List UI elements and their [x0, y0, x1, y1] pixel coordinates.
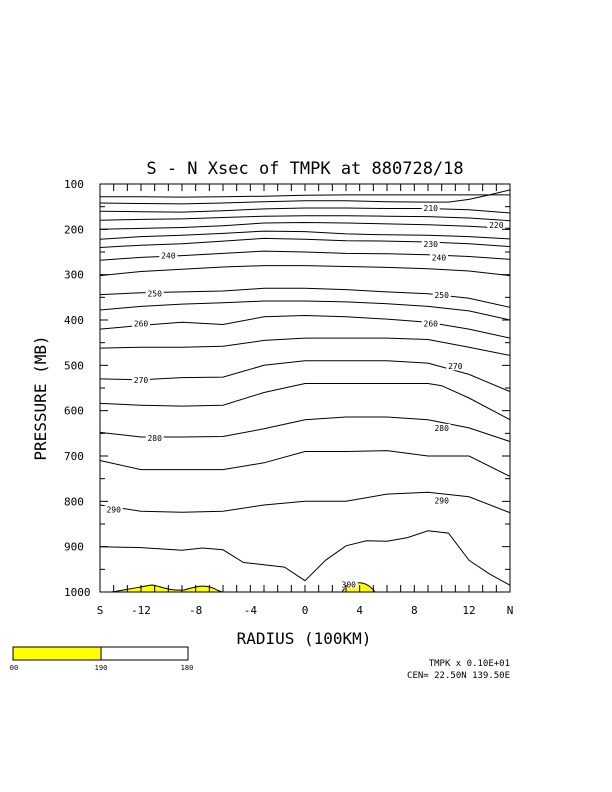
shaded-region	[110, 584, 223, 593]
contour-label: 290	[434, 496, 449, 505]
contour-line	[99, 207, 511, 214]
y-tick-labels: 100 200 300 400 500 600 700 800 900 1000	[64, 178, 91, 599]
contour-label-bg	[432, 423, 451, 432]
contour-label: 240	[432, 253, 447, 262]
y-tick-label: 400	[64, 314, 84, 327]
x-tick-label: 8	[411, 604, 418, 617]
contour-label: 250	[147, 290, 162, 299]
contour-label-bg	[104, 505, 123, 514]
contour-lines	[99, 189, 511, 586]
contour-label-bg	[132, 375, 150, 384]
colorbar-segment	[100, 646, 189, 661]
colorbar-label: 00	[10, 664, 18, 672]
y-tick-label: 700	[64, 450, 84, 463]
contour-line	[99, 215, 511, 222]
center-coordinates: CEN= 22.50N 139.50E	[407, 671, 510, 681]
contour-label: 260	[424, 320, 439, 329]
contour-line	[99, 491, 511, 514]
y-tick-label: 200	[64, 223, 84, 236]
contour-line	[99, 416, 511, 442]
contour-label-bg	[132, 319, 150, 328]
contour-label: 290	[106, 505, 121, 514]
contour-line	[99, 300, 511, 321]
contour-label: 270	[448, 362, 463, 371]
colorbar-segment	[12, 646, 102, 661]
contour-label-bg	[429, 253, 448, 262]
contour-label: 250	[434, 291, 449, 300]
x-tick-label: -8	[189, 604, 202, 617]
contour-label-bg	[421, 204, 440, 213]
y-tick-label: 300	[64, 269, 84, 282]
chart-title: S - N Xsec of TMPK at 880728/18	[146, 159, 463, 179]
x-axis-label: RADIUS (100KM)	[237, 629, 372, 648]
contour-label-bg	[487, 220, 506, 229]
contour-label: 300	[342, 580, 357, 589]
contour-line	[99, 265, 511, 277]
contour-label-bg	[446, 362, 465, 371]
colorbar: 00 190 180	[10, 646, 194, 672]
x-end-label-north: N	[507, 604, 514, 617]
x-tick-label: 0	[302, 604, 309, 617]
contour-line	[99, 221, 511, 230]
axis-ticks	[99, 183, 511, 593]
contour-line	[99, 189, 511, 205]
contour-label-bg	[159, 251, 178, 260]
contour-label-bg	[145, 289, 164, 298]
contour-labels: 210 220 230 240 240 250 250 260 260 270 270 280 280 2…	[104, 204, 506, 589]
contour-label-bg	[339, 580, 358, 589]
y-tick-label: 1000	[64, 586, 91, 599]
shaded-regions	[110, 582, 377, 593]
contour-line	[99, 230, 511, 240]
contour-line	[99, 360, 511, 393]
contour-line	[99, 314, 511, 339]
contour-label: 280	[147, 434, 162, 443]
contour-line	[99, 450, 511, 477]
contour-line	[99, 237, 511, 248]
contour-label-bg	[432, 496, 451, 505]
y-axis-label: PRESSURE (MB)	[31, 335, 50, 460]
contour-label: 230	[424, 240, 439, 249]
x-tick-labels: -12 -8 -4 0 4 8 12	[131, 604, 476, 617]
contour-label: 210	[424, 204, 439, 213]
contour-label-bg	[145, 433, 164, 442]
contour-label-bg	[421, 319, 440, 328]
contour-label: 240	[161, 252, 176, 261]
x-tick-label: -4	[244, 604, 258, 617]
contour-line	[99, 530, 511, 586]
contour-label-bg	[432, 291, 451, 300]
y-tick-label: 800	[64, 495, 84, 508]
plot-frame	[99, 183, 511, 593]
contour-label: 270	[134, 376, 149, 385]
y-tick-label: 500	[64, 359, 84, 372]
x-tick-label: 4	[356, 604, 363, 617]
contour-line	[99, 337, 511, 356]
scale-note: TMPK x 0.10E+01	[429, 659, 510, 669]
contour-line	[99, 383, 511, 421]
colorbar-label: 190	[95, 664, 108, 672]
y-tick-label: 900	[64, 541, 84, 554]
x-end-label-south: S	[97, 604, 104, 617]
x-tick-label: 12	[462, 604, 475, 617]
contour-label: 220	[489, 221, 504, 230]
contour-label: 280	[434, 424, 449, 433]
x-tick-label: -12	[131, 604, 151, 617]
contour-line	[100, 194, 510, 198]
contour-label-bg	[421, 239, 440, 248]
y-tick-label: 600	[64, 405, 84, 418]
contour-label: 260	[134, 320, 149, 329]
colorbar-label: 180	[181, 664, 194, 672]
y-tick-label: 100	[64, 178, 84, 191]
